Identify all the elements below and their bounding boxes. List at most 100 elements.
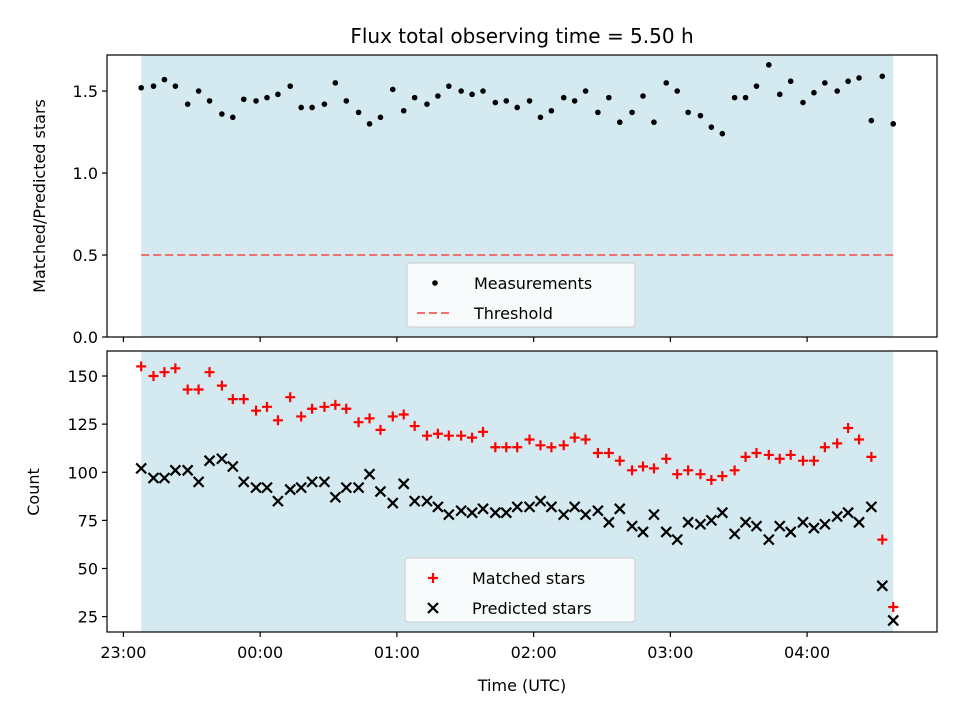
predicted-star-point [592,504,604,517]
predicted-star-point [397,478,410,490]
predicted-star-point [728,528,741,540]
measurement-point [298,104,304,111]
predicted-star-point [511,501,523,513]
y-tick-label: 0.0 [73,328,98,347]
matched-star-point [182,384,193,395]
matched-star-point [785,449,796,460]
predicted-star-point [272,495,284,507]
matched-star-point [443,430,454,441]
matched-star-point [387,411,398,422]
matched-star-point [797,455,808,466]
predicted-star-point [523,501,536,513]
y-tick-label: 0.5 [73,246,98,265]
predicted-star-point [374,485,387,498]
measurement-point [309,104,315,111]
matched-star-point [398,409,409,420]
matched-star-point [375,424,386,435]
matched-star-point [490,442,501,453]
predicted-star-point [158,472,171,484]
measurement-point [206,98,213,104]
predicted-star-point [489,506,502,519]
predicted-star-point [227,460,239,473]
predicted-star-point [853,516,865,529]
predicted-star-point [819,518,831,530]
matched-star-point [204,367,215,378]
matched-star-point [261,401,272,412]
matched-star-point [238,394,249,405]
plot-frame [106,350,938,633]
plot-frame [106,54,938,338]
predicted-star-point [306,476,318,488]
matched-star-point [808,455,819,466]
predicted-star-point [340,481,353,494]
measurement-point [685,109,691,116]
measurement-point [753,83,760,89]
chart-title: Flux total observing time = 5.50 h [350,24,693,48]
predicted-star-point [192,476,205,488]
measurement-point [629,109,635,116]
legend-label: Predicted stars [472,599,592,618]
x-tick-label: 04:00 [784,643,830,662]
predicted-star-point [842,506,854,519]
measurement-point [400,107,407,114]
matched-star-point [319,401,330,412]
predicted-star-point [557,508,570,521]
predicted-star-point [318,476,331,488]
predicted-star-point [831,510,843,523]
matched-star-point [843,422,854,433]
measurement-point [800,99,806,106]
matched-star-point [353,417,364,428]
measurement-point [616,119,623,126]
matched-star-point [672,469,683,480]
measurement-point [253,98,259,104]
count-panel: 25 50 75 100 125 150 23:00 00:00 01:00 02:00 03:00… [67,350,938,662]
matched-star-point [580,434,591,445]
matched-star-point [661,453,672,464]
predicted-star-point [545,501,558,513]
predicted-star-point [739,516,752,529]
predicted-star-point [135,462,147,475]
predicted-star-point [682,516,694,529]
measurement-point [264,94,270,101]
measurement-point [834,88,840,94]
measurement-point [811,89,817,96]
matched-star-point [763,449,774,460]
predicted-star-point [329,491,342,504]
measurement-point [150,83,157,89]
measurement-point [787,78,794,85]
measurement-point [424,101,430,107]
predicted-star-point [763,533,775,546]
matched-star-point [866,451,877,462]
predicted-star-point [750,520,763,532]
measurement-point [697,112,704,119]
predicted-star-point [421,495,433,507]
matched-star-point [307,403,318,414]
measurement-point [275,91,281,98]
measurement-point [879,73,886,80]
measurement-point [514,104,521,111]
matched-star-point [432,428,443,439]
measurement-point [240,96,247,103]
matched-star-point [285,392,296,403]
legend: Matched stars Predicted stars [404,557,636,623]
measurement-point [343,98,350,104]
measurement-point [595,109,601,116]
matched-star-point [501,442,512,453]
matched-star-point [456,430,467,441]
predicted-star-point [477,503,489,515]
legend-marker-matched [428,573,438,583]
measurement-point [582,88,589,94]
measurement-point [663,80,670,86]
predicted-star-point [295,481,307,494]
measurement-point [195,88,202,94]
matched-star-point [546,442,557,453]
matched-star-point [296,411,307,422]
x-tick-label: 23:00 [100,643,146,662]
measurement-point [526,98,533,104]
predicted-star-point [363,468,376,480]
measurement-point [890,121,897,127]
measurement-point [742,94,749,101]
matched-star-point [558,440,569,451]
measurement-point [719,130,726,137]
measurement-point [822,80,828,86]
